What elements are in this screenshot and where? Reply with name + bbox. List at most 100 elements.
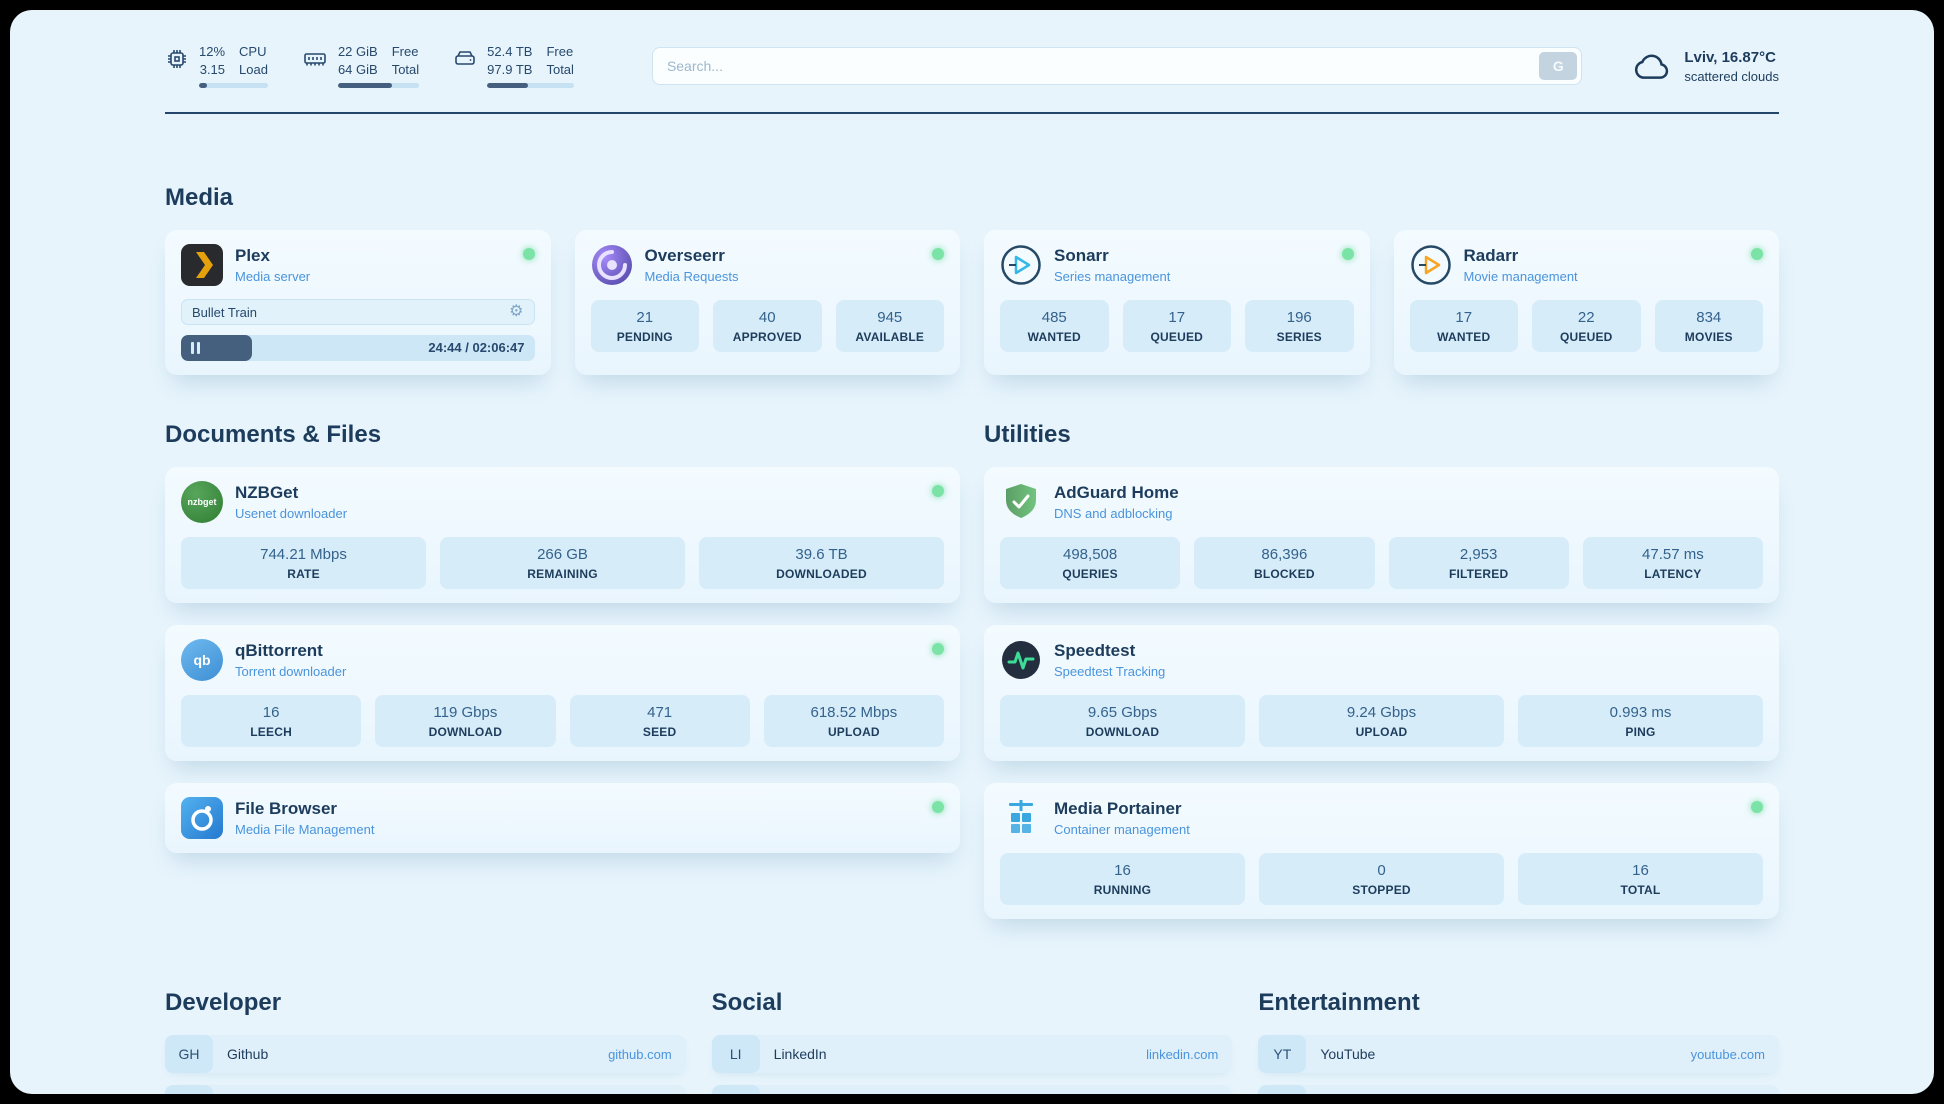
- section-title-developer: Developer: [165, 989, 282, 1016]
- app-name: NZBGet: [235, 483, 299, 502]
- service-card-adguard[interactable]: AdGuard Home DNS and adblocking 498,508 …: [984, 467, 1779, 603]
- stat-value: 196: [1286, 309, 1312, 326]
- service-card-plex[interactable]: Plex Media server Bullet Train ⚙ 24:44 /…: [165, 230, 551, 375]
- cpu-percent: 12%: [199, 44, 226, 59]
- status-dot: [932, 801, 944, 813]
- stat-value: 485: [1041, 309, 1067, 326]
- plex-icon: [181, 244, 223, 286]
- stat-box: 2,953 FILTERED: [1388, 537, 1569, 589]
- disk-free-value: 52.4 TB: [487, 44, 533, 59]
- status-dot: [932, 643, 944, 655]
- stat-label: FILTERED: [1448, 567, 1509, 581]
- service-card-sonarr[interactable]: Sonarr Series management 485 WANTED 17 Q…: [984, 230, 1370, 375]
- section-documents: Documents & Files nzbget NZBGet Usenet d…: [165, 421, 960, 853]
- gear-icon[interactable]: ⚙: [509, 303, 524, 320]
- service-card-overseerr[interactable]: Overseerr Media Requests 21 PENDING 40 A…: [574, 230, 960, 375]
- sonarr-icon: [1000, 244, 1042, 286]
- stat-value: 834: [1696, 309, 1722, 326]
- stat-label: RUNNING: [1093, 883, 1152, 897]
- app-name: qBittorrent: [235, 641, 323, 660]
- bookmark-twitter[interactable]: TW Twitter twitter.com: [711, 1085, 1233, 1094]
- service-card-filebrowser[interactable]: File Browser Media File Management: [165, 783, 960, 853]
- topbar-divider: [165, 112, 1779, 114]
- stat-label: APPROVED: [732, 330, 802, 344]
- bookmark-name: LinkedIn: [773, 1046, 827, 1062]
- status-dot: [522, 248, 535, 260]
- stat-box: 21 PENDING: [590, 300, 699, 352]
- stat-value: 9.24 Gbps: [1346, 704, 1417, 721]
- stat-label: QUEUED: [1559, 330, 1613, 344]
- stat-label: SERIES: [1276, 330, 1322, 344]
- pause-icon[interactable]: [191, 342, 200, 354]
- playback-time: 24:44 / 02:06:47: [428, 340, 525, 355]
- section-title-entertainment: Entertainment: [1258, 989, 1420, 1016]
- app-name: AdGuard Home: [1054, 483, 1179, 502]
- stat-value: 16: [262, 704, 280, 721]
- stat-value: 17: [1455, 309, 1473, 326]
- cpu-widget: 12% CPU 3.15 Load: [165, 44, 268, 88]
- status-dot: [932, 485, 944, 497]
- stat-value: 9.65 Gbps: [1087, 704, 1158, 721]
- bookmark-github[interactable]: GH Github github.com: [165, 1035, 686, 1073]
- bookmark-name: YouTube: [1320, 1046, 1376, 1062]
- bookmark-abbr: LI: [711, 1035, 760, 1073]
- stat-box: 16 RUNNING: [1000, 853, 1245, 905]
- search-input[interactable]: [651, 47, 1583, 85]
- disk-progress-fill: [487, 83, 528, 88]
- bookmark-youtube[interactable]: YT YouTube youtube.com: [1258, 1035, 1779, 1073]
- stat-label: SEED: [642, 725, 677, 739]
- cpu-load-label: Load: [239, 62, 268, 77]
- service-card-nzbget[interactable]: nzbget NZBGet Usenet downloader 744.21 M…: [165, 467, 960, 603]
- memory-free-label: Free: [391, 44, 419, 59]
- stat-label: STOPPED: [1352, 883, 1411, 897]
- app-subtitle: Speedtest Tracking: [1054, 664, 1166, 679]
- service-card-speedtest[interactable]: Speedtest Speedtest Tracking 9.65 Gbps D…: [984, 625, 1779, 761]
- stat-value: 498,508: [1063, 546, 1118, 563]
- bookmark-url: youtube.com: [1690, 1046, 1765, 1062]
- cloud-icon: [1632, 50, 1672, 82]
- cpu-progress-fill: [199, 83, 208, 88]
- section-title-media: Media: [165, 184, 234, 211]
- now-playing-row: Bullet Train ⚙: [181, 299, 535, 325]
- bookmark-abbr: YT: [1258, 1035, 1307, 1073]
- stat-box: 471 SEED: [569, 695, 750, 747]
- stat-box: 22 QUEUED: [1532, 300, 1641, 352]
- search-engine-button[interactable]: G: [1539, 52, 1578, 80]
- stat-value: 2,953: [1459, 546, 1498, 563]
- stat-label: LEECH: [250, 725, 292, 739]
- weather-location: Lviv, 16.87°C: [1684, 48, 1776, 66]
- stat-label: REMAINING: [527, 567, 598, 581]
- app-subtitle: Torrent downloader: [235, 664, 347, 679]
- section-title-utilities: Utilities: [984, 421, 1071, 448]
- stat-label: AVAILABLE: [855, 330, 925, 344]
- service-card-qbittorrent[interactable]: qb qBittorrent Torrent downloader 16: [165, 625, 960, 761]
- app-name: Radarr: [1463, 246, 1519, 265]
- section-title-documents: Documents & Files: [165, 421, 382, 448]
- stat-box: 47.57 ms LATENCY: [1582, 537, 1763, 589]
- disk-total-label: Total: [546, 62, 574, 77]
- stat-box: 86,396 BLOCKED: [1194, 537, 1375, 589]
- stat-value: 945: [877, 309, 903, 326]
- stat-box: 39.6 TB DOWNLOADED: [699, 537, 944, 589]
- service-card-radarr[interactable]: Radarr Movie management 17 WANTED 22 QUE…: [1393, 230, 1779, 375]
- bookmark-netflix[interactable]: NF Netflix netflix.com: [1258, 1085, 1779, 1094]
- cpu-label: CPU: [239, 44, 267, 59]
- app-name: Overseerr: [644, 246, 725, 265]
- bookmark-abbr: SO: [165, 1085, 213, 1094]
- app-subtitle: Container management: [1054, 822, 1190, 837]
- stat-value: 47.57 ms: [1642, 546, 1704, 563]
- bookmark-stackoverflow[interactable]: SO StackOverflow stackoverflow.com: [165, 1085, 686, 1094]
- stat-box: 16 TOTAL: [1518, 853, 1763, 905]
- stat-box: 119 Gbps DOWNLOAD: [375, 695, 556, 747]
- app-name: File Browser: [235, 799, 338, 818]
- stat-box: 945 AVAILABLE: [835, 300, 944, 352]
- stat-box: 834 MOVIES: [1654, 300, 1763, 352]
- bookmark-url: github.com: [608, 1046, 672, 1062]
- service-card-portainer[interactable]: Media Portainer Container management 16 …: [984, 783, 1779, 919]
- stat-box: 266 GB REMAINING: [440, 537, 685, 589]
- bookmark-linkedin[interactable]: LI LinkedIn linkedin.com: [711, 1035, 1233, 1073]
- app-name: Speedtest: [1054, 641, 1136, 660]
- section-media: Media Plex Media server: [165, 184, 1779, 375]
- stat-label: WANTED: [1437, 330, 1491, 344]
- app-subtitle: DNS and adblocking: [1054, 506, 1173, 521]
